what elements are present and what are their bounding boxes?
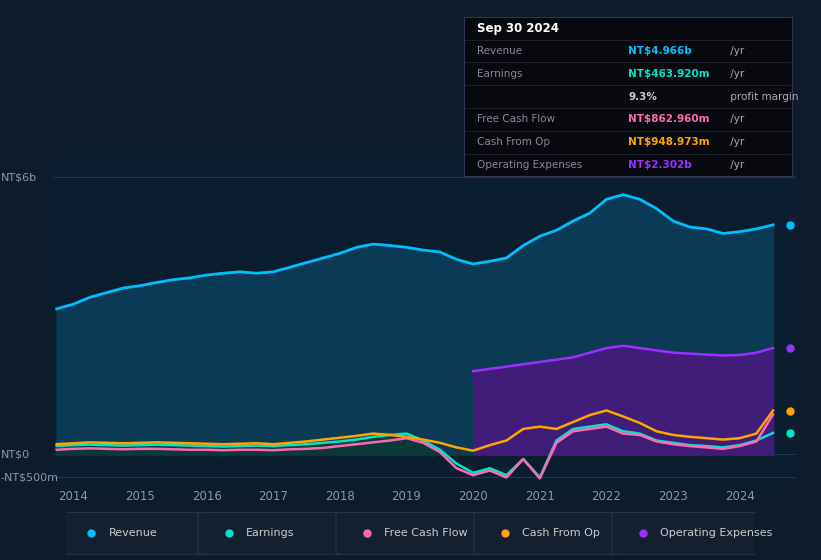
Text: Cash From Op: Cash From Op: [522, 529, 600, 538]
Text: /yr: /yr: [727, 46, 744, 56]
Text: profit margin: profit margin: [727, 92, 798, 101]
Text: NT$862.960m: NT$862.960m: [628, 114, 709, 124]
FancyBboxPatch shape: [336, 512, 485, 554]
Text: NT$948.973m: NT$948.973m: [628, 137, 709, 147]
Text: NT$463.920m: NT$463.920m: [628, 69, 709, 79]
Text: /yr: /yr: [727, 69, 744, 79]
Text: Cash From Op: Cash From Op: [477, 137, 550, 147]
Text: Free Cash Flow: Free Cash Flow: [477, 114, 555, 124]
Text: -NT$500m: -NT$500m: [1, 473, 59, 483]
FancyBboxPatch shape: [198, 512, 347, 554]
Text: 9.3%: 9.3%: [628, 92, 657, 101]
Text: /yr: /yr: [727, 160, 744, 170]
Text: Sep 30 2024: Sep 30 2024: [477, 22, 559, 35]
Text: /yr: /yr: [727, 137, 744, 147]
Text: Revenue: Revenue: [108, 529, 157, 538]
Text: NT$4.966b: NT$4.966b: [628, 46, 692, 56]
FancyBboxPatch shape: [60, 512, 209, 554]
Text: Free Cash Flow: Free Cash Flow: [384, 529, 468, 538]
Text: /yr: /yr: [727, 114, 744, 124]
FancyBboxPatch shape: [474, 512, 623, 554]
Text: NT$0: NT$0: [1, 449, 30, 459]
Text: Operating Expenses: Operating Expenses: [477, 160, 582, 170]
Text: Operating Expenses: Operating Expenses: [660, 529, 773, 538]
Text: Earnings: Earnings: [477, 69, 522, 79]
FancyBboxPatch shape: [612, 512, 761, 554]
Text: NT$2.302b: NT$2.302b: [628, 160, 692, 170]
Text: NT$6b: NT$6b: [1, 172, 37, 182]
Text: Revenue: Revenue: [477, 46, 522, 56]
Text: Earnings: Earnings: [246, 529, 295, 538]
